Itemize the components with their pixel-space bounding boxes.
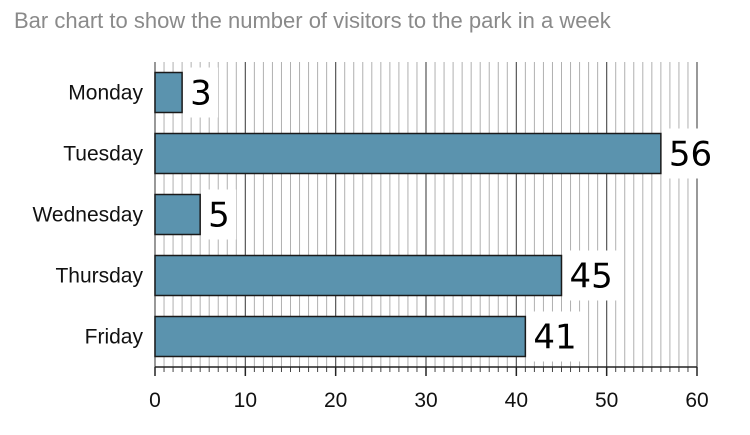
category-label: Thursday [55, 265, 143, 288]
bar-monday [154, 71, 183, 114]
bar-tuesday [154, 132, 662, 175]
x-tick-label: 60 [685, 389, 708, 412]
value-label: 45 [570, 257, 613, 297]
x-tick-label: 0 [149, 389, 161, 412]
value-label-bg [202, 189, 237, 240]
category-label: Monday [68, 82, 143, 105]
x-tick-label: 50 [595, 389, 618, 412]
value-label: 3 [190, 74, 212, 114]
value-label-bg [662, 128, 719, 179]
value-label: 56 [669, 135, 712, 175]
value-label-bg [184, 67, 219, 118]
x-tick-label: 30 [414, 389, 437, 412]
value-label: 5 [208, 196, 230, 236]
x-tick-label: 10 [234, 389, 257, 412]
x-tick-label: 20 [324, 389, 347, 412]
bar-thursday [154, 254, 563, 297]
value-label-bg [563, 250, 620, 301]
x-tick-label: 40 [505, 389, 528, 412]
chart-title: Bar chart to show the number of visitors… [14, 8, 611, 33]
bar-wednesday [154, 193, 201, 236]
category-label: Wednesday [32, 204, 143, 227]
bar-friday [154, 315, 527, 358]
category-label: Friday [85, 326, 144, 349]
value-label: 41 [533, 318, 576, 358]
value-label-bg [527, 311, 584, 362]
category-label: Tuesday [63, 143, 143, 166]
